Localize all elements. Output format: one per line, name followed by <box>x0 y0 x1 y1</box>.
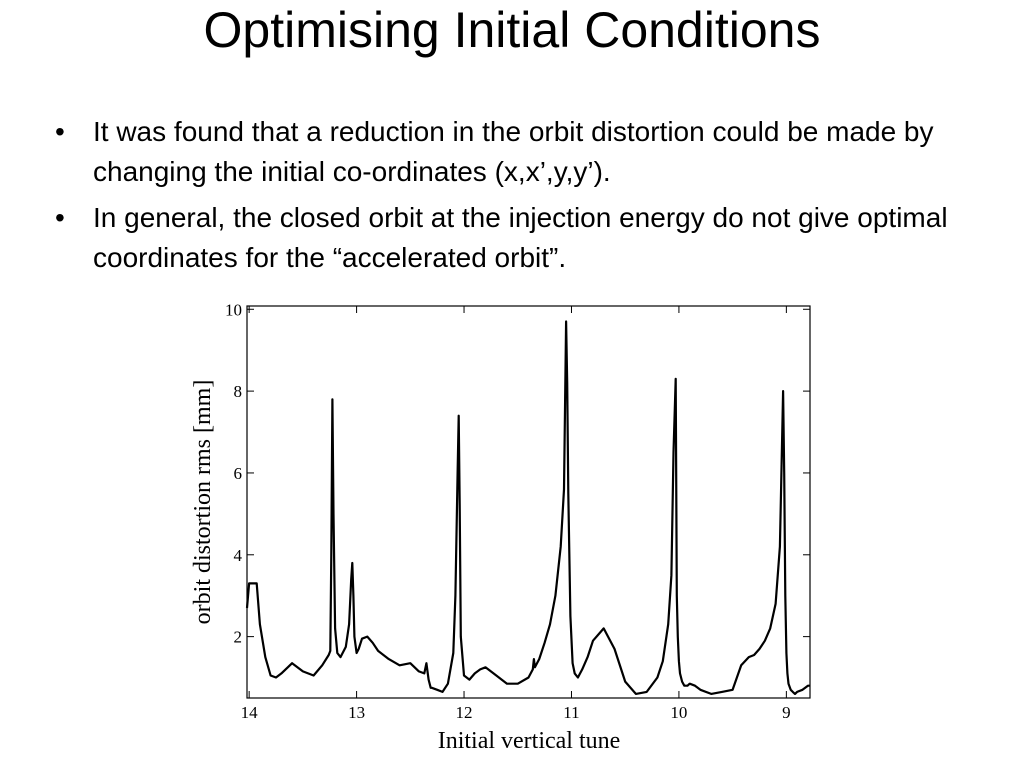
bullet-symbol: • <box>55 116 65 147</box>
slide-title: Optimising Initial Conditions <box>203 2 821 58</box>
y-tick-label: 4 <box>234 546 243 565</box>
bullet-text: In general, the closed orbit at the inje… <box>93 202 948 273</box>
y-tick-label: 8 <box>234 382 243 401</box>
y-tick-label: 10 <box>225 300 242 319</box>
series-line <box>245 320 810 695</box>
bullet-item: • It was found that a reduction in the o… <box>55 112 975 192</box>
x-axis-label: Initial vertical tune <box>438 728 621 754</box>
bullet-list: • It was found that a reduction in the o… <box>55 112 975 284</box>
orbit-distortion-chart: 2 4 6 8 10 14 13 12 11 10 9 orbit distortion rms … <box>190 300 811 754</box>
x-tick-label: 9 <box>782 703 791 722</box>
bullet-symbol: • <box>55 202 65 233</box>
x-tick-label: 10 <box>670 703 687 722</box>
y-axis-label: orbit distortion rms [mm] <box>190 380 216 625</box>
y-tick-label: 6 <box>234 464 243 483</box>
x-tick-label: 12 <box>456 703 473 722</box>
bullet-item: • In general, the closed orbit at the in… <box>55 198 975 278</box>
y-axis: 2 4 6 8 10 <box>225 300 810 647</box>
x-tick-label: 14 <box>241 703 259 722</box>
x-tick-label: 11 <box>563 703 579 722</box>
bullet-text: It was found that a reduction in the orb… <box>93 116 934 187</box>
x-tick-label: 13 <box>348 703 365 722</box>
y-tick-label: 2 <box>234 628 243 647</box>
plot-frame <box>246 305 811 699</box>
x-axis: 14 13 12 11 10 9 <box>241 306 791 722</box>
